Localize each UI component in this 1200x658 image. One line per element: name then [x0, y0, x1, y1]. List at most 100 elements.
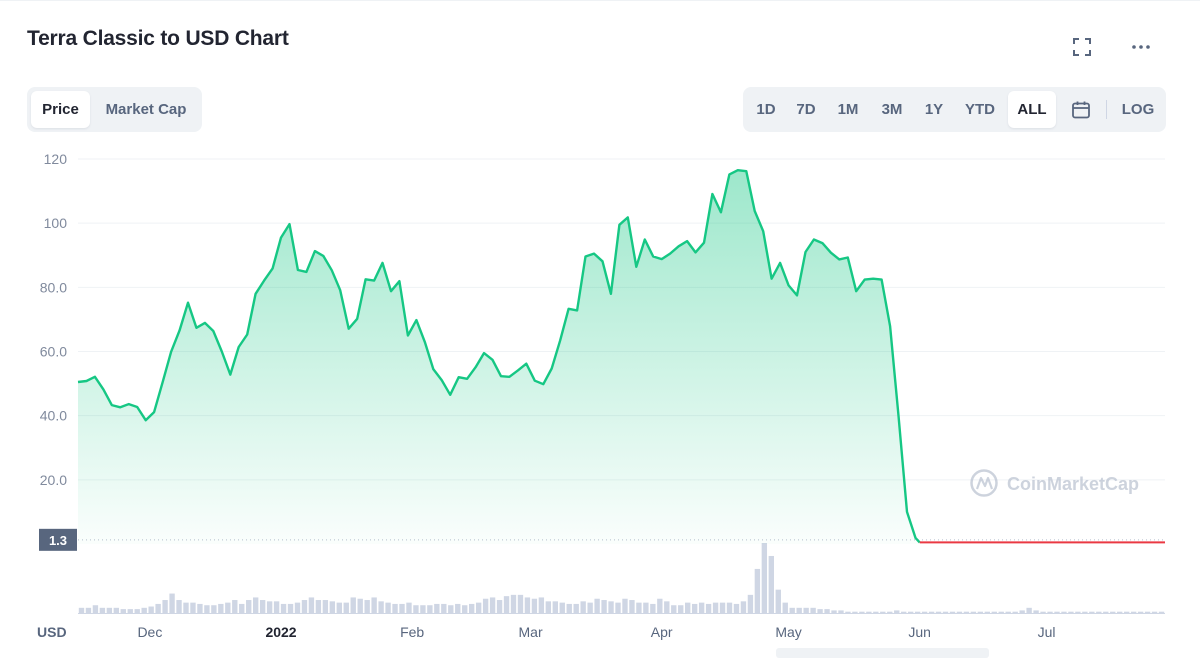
volume-bar	[580, 601, 586, 613]
volume-bar	[831, 610, 837, 613]
volume-bar	[1130, 611, 1137, 613]
volume-bar	[441, 603, 447, 613]
volume-bar	[1026, 607, 1032, 613]
volume-bar	[538, 597, 545, 613]
volume-bar	[301, 600, 308, 613]
watermark-text: CoinMarketCap	[1007, 474, 1139, 494]
current-price-label: 1.3	[49, 533, 67, 548]
y-tick-label: 60.0	[40, 344, 67, 360]
range-navigator[interactable]	[776, 648, 989, 658]
volume-bar	[336, 602, 342, 613]
volume-bar	[545, 601, 552, 613]
volume-bar	[134, 609, 140, 613]
volume-bar	[587, 602, 593, 613]
volume-bar	[719, 602, 726, 613]
range-divider	[1106, 100, 1107, 119]
volume-bar	[1158, 611, 1165, 613]
range-1d-button[interactable]: 1D	[756, 101, 776, 118]
y-tick-label: 40.0	[40, 408, 67, 424]
price-line-up	[77, 169, 921, 544]
volume-bar	[608, 601, 614, 613]
range-1y-button[interactable]: 1Y	[924, 101, 944, 118]
volume-bar	[392, 603, 398, 613]
volume-bar	[1033, 610, 1039, 613]
volume-bar	[747, 594, 754, 613]
volume-bar	[657, 598, 663, 613]
fullscreen-icon[interactable]	[1071, 36, 1093, 58]
volume-bar	[970, 611, 977, 613]
volume-bar	[517, 594, 524, 613]
volume-bar	[942, 611, 949, 613]
volume-bar	[552, 601, 558, 613]
volume-bar	[155, 603, 161, 613]
range-all-button[interactable]: ALL	[1008, 91, 1056, 128]
volume-bar	[162, 600, 168, 613]
volume-bar	[984, 611, 991, 613]
volume-bar	[775, 589, 781, 613]
volume-bar	[768, 555, 774, 613]
volume-bar	[169, 593, 175, 613]
volume-bar	[524, 597, 531, 613]
volume-bar	[852, 611, 858, 613]
volume-bar	[371, 597, 377, 613]
volume-bar	[176, 600, 182, 613]
volume-bar	[1047, 611, 1053, 613]
log-scale-button[interactable]: LOG	[1121, 101, 1155, 118]
volume-bar	[754, 568, 761, 613]
volume-bar	[315, 600, 322, 613]
volume-bar	[691, 603, 698, 613]
volume-bar	[601, 600, 607, 613]
volume-bar	[99, 607, 106, 613]
volume-bar	[225, 602, 231, 613]
volume-bar	[1054, 611, 1060, 613]
volume-bar	[907, 611, 914, 613]
current-price-tag	[39, 528, 77, 551]
volume-bar	[873, 611, 879, 613]
volume-bar	[914, 611, 921, 613]
volume-bar	[413, 605, 419, 613]
volume-bar	[991, 611, 997, 613]
volume-bar	[678, 605, 684, 613]
tab-market-cap[interactable]: Market Cap	[105, 101, 187, 118]
time-range-selector: 1D 7D 1M 3M 1Y YTD ALL LOG	[743, 87, 1166, 132]
volume-bar	[796, 607, 802, 613]
volume-bar	[127, 609, 133, 613]
volume-bar	[239, 603, 245, 613]
volume-bar	[190, 602, 196, 613]
tab-price[interactable]: Price	[31, 91, 90, 128]
volume-bar	[594, 598, 600, 613]
volume-bar	[385, 602, 391, 613]
volume-bar	[928, 611, 935, 613]
price-area	[78, 170, 920, 544]
volume-bar	[329, 601, 336, 613]
range-ytd-button[interactable]: YTD	[965, 101, 995, 118]
volume-bar	[92, 605, 99, 613]
volume-bar	[462, 605, 468, 613]
volume-bar	[998, 611, 1004, 613]
y-tick-label: 120	[44, 151, 68, 167]
volume-bar	[1137, 611, 1144, 613]
volume-bar	[935, 611, 942, 613]
coinmarketcap-watermark: CoinMarketCap	[970, 469, 1139, 497]
volume-bar	[531, 598, 538, 613]
volume-bar	[740, 601, 747, 613]
volume-bar	[141, 607, 147, 613]
volume-bar	[280, 603, 287, 613]
volume-bar	[1144, 611, 1151, 613]
volume-bar	[705, 603, 712, 613]
y-tick-label: 80.0	[40, 279, 67, 295]
volume-bar	[1005, 611, 1011, 613]
volume-bar	[399, 603, 405, 613]
volume-bar	[106, 607, 113, 613]
volume-bar	[1082, 611, 1088, 613]
volume-bar	[573, 603, 579, 613]
volume-bar	[782, 602, 788, 613]
volume-bar	[475, 602, 482, 613]
y-tick-label: 20.0	[40, 472, 67, 488]
range-3m-button[interactable]: 3M	[881, 101, 903, 118]
range-7d-button[interactable]: 7D	[796, 101, 816, 118]
range-1m-button[interactable]: 1M	[837, 101, 859, 118]
more-horizontal-icon[interactable]	[1130, 36, 1152, 58]
calendar-icon[interactable]	[1070, 99, 1092, 121]
volume-bar	[733, 603, 740, 613]
